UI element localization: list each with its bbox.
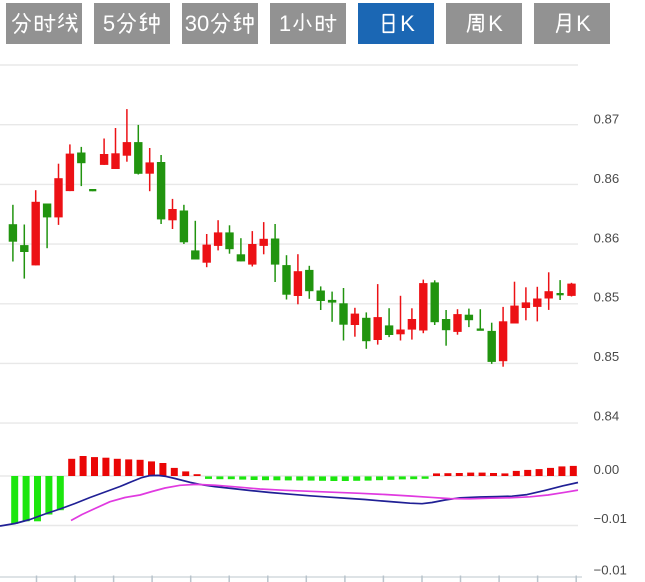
svg-text:−0.01: −0.01 — [594, 563, 627, 578]
svg-text:0.87: 0.87 — [594, 112, 620, 127]
svg-text:−0.01: −0.01 — [594, 511, 627, 526]
svg-text:0.84: 0.84 — [594, 409, 620, 424]
svg-text:0.86: 0.86 — [594, 171, 620, 186]
svg-text:0.85: 0.85 — [594, 349, 620, 364]
svg-text:0.00: 0.00 — [594, 462, 620, 477]
svg-text:0.86: 0.86 — [594, 231, 620, 246]
svg-text:0.85: 0.85 — [594, 290, 620, 305]
